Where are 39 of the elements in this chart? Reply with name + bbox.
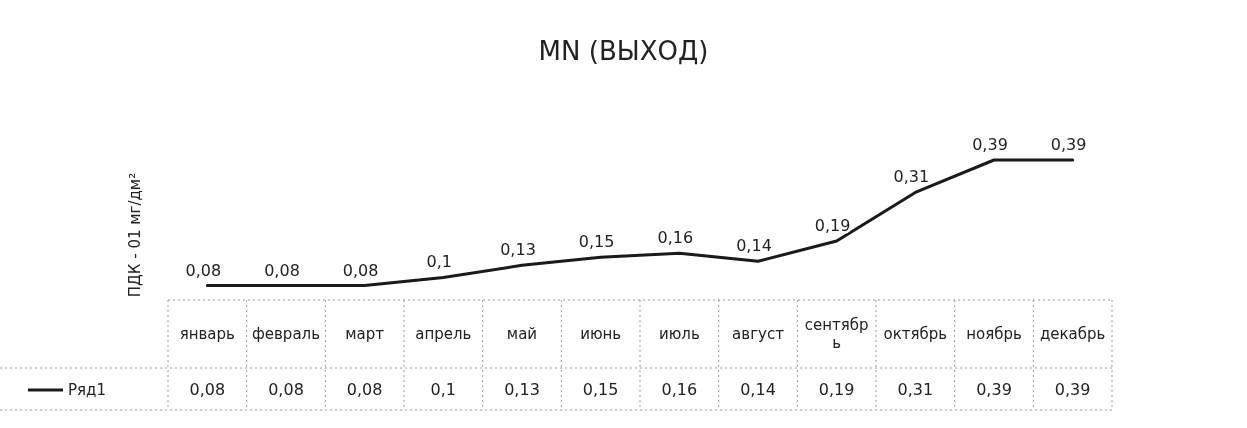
data-label: 0,08 (189, 380, 226, 399)
data-label: 0,15 (582, 380, 619, 399)
text: 0,14 (736, 236, 772, 256)
y-axis-title: ПДК - 01 мг/дм² (126, 172, 144, 298)
text: 0,08 (185, 260, 222, 280)
x-tick-label: июль (658, 325, 700, 343)
text: 0,08 (264, 260, 300, 280)
text: 0,19 (814, 216, 851, 236)
x-tick-label: май (506, 325, 538, 343)
legend-label: Ряд1 (68, 381, 106, 399)
x-tick-label: ноябрь (966, 325, 1022, 343)
text: 0,15 (578, 232, 615, 252)
data-label: 0,31 (897, 380, 934, 399)
x-tick-label: март (345, 325, 385, 343)
text: 0,1 (426, 252, 453, 272)
text: 0,08 (342, 260, 379, 280)
x-tick-label: август (732, 325, 785, 343)
text: 0,13 (500, 240, 536, 260)
text: 0,31 (893, 167, 930, 187)
data-label: 0,39 (976, 380, 1012, 399)
data-label: 0,08 (346, 380, 383, 399)
x-tick-label: февраль (251, 325, 321, 343)
chart-title: MN (ВЫХОД) (538, 36, 709, 66)
data-label: 0,14 (740, 380, 776, 399)
data-label: 0,39 (1054, 380, 1091, 399)
x-tick-label: январь (179, 325, 235, 343)
x-tick-label: октябрь (883, 325, 948, 343)
data-label: 0,13 (504, 380, 540, 399)
data-label: 0,08 (268, 380, 304, 399)
text: 0,39 (972, 135, 1008, 154)
x-tick-label: апрель (415, 325, 472, 343)
data-label: 0,1 (430, 380, 457, 399)
data-label: 0,16 (661, 380, 698, 399)
text: 0,39 (1050, 135, 1087, 154)
data-label: 0,19 (818, 380, 855, 399)
text: 0,16 (657, 228, 694, 248)
x-tick-label: июнь (580, 325, 622, 343)
x-tick-label: декабрь (1039, 325, 1106, 343)
x-tick-label: сентябрь (804, 316, 869, 352)
